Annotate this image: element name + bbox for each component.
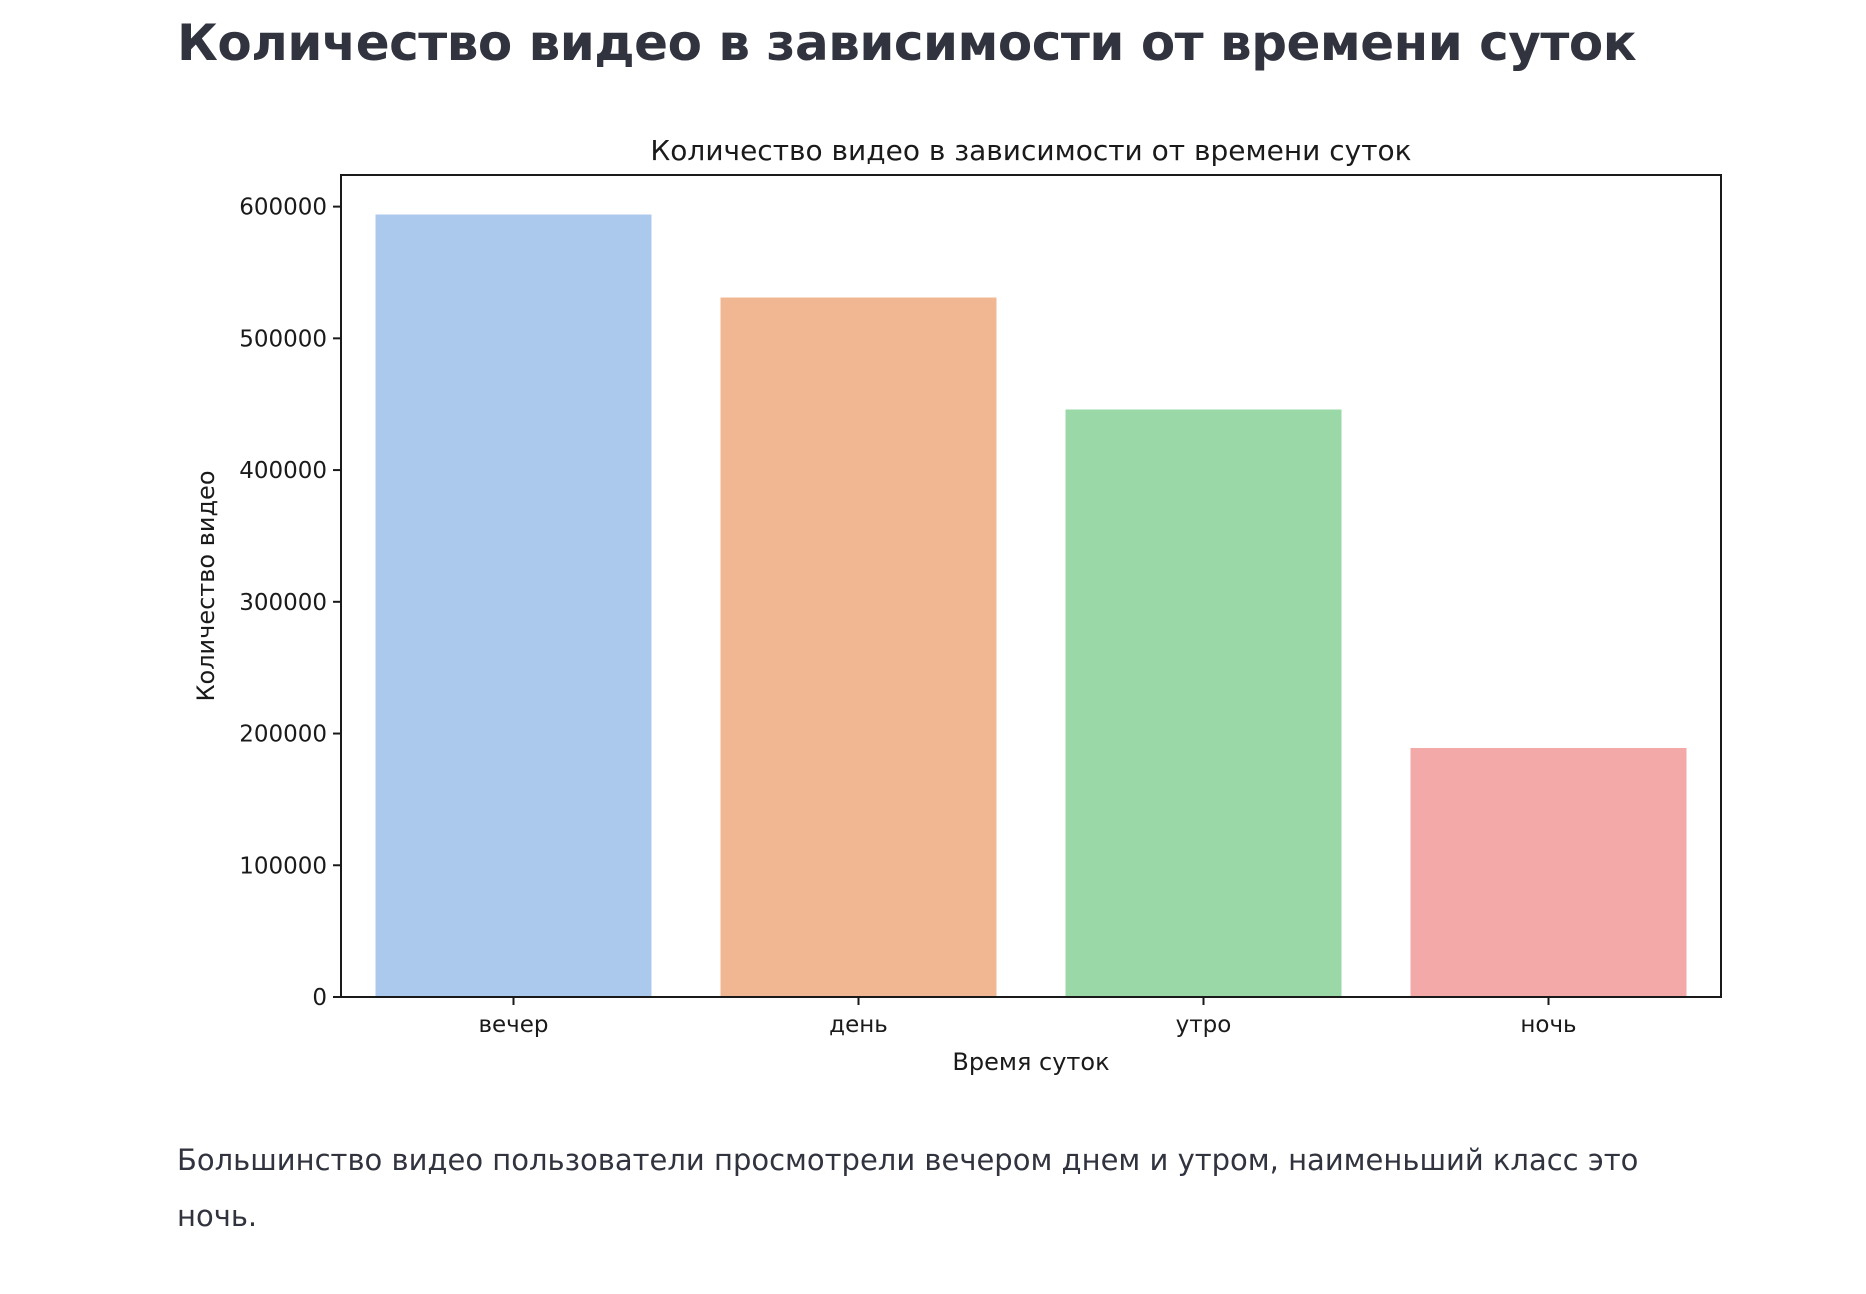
y-tick-label-1: 100000 [239, 853, 327, 879]
x-tick-label-2: утро [1176, 1012, 1232, 1038]
x-tick-label-1: день [829, 1012, 888, 1038]
bar-0 [375, 214, 652, 997]
y-tick-label-2: 200000 [239, 722, 327, 748]
x-tick-label-3: ночь [1520, 1012, 1576, 1038]
y-tick-label-0: 0 [312, 985, 327, 1011]
y-tick-label-4: 400000 [239, 458, 327, 484]
page-title: Количество видео в зависимости от времен… [177, 14, 1637, 72]
bars-group [375, 214, 1687, 997]
bar-2 [1065, 409, 1342, 997]
y-tick-label-3: 300000 [239, 590, 327, 616]
bar-3 [1410, 748, 1687, 997]
bar-1 [720, 297, 997, 997]
plot-frame [340, 174, 1722, 998]
x-axis-label: Время суток [952, 1048, 1109, 1076]
x-tick-label-0: вечер [478, 1012, 548, 1038]
y-tick-label-6: 600000 [239, 195, 327, 221]
chart-title: Количество видео в зависимости от времен… [650, 134, 1411, 167]
y-axis-ticks: 0 100000 200000 300000 400000 500000 600000 [239, 195, 341, 1011]
y-axis-label: Количество видео [192, 470, 220, 701]
y-tick-label-5: 500000 [239, 326, 327, 352]
x-axis-ticks: вечер день утро ночь [478, 997, 1577, 1038]
chart-caption: Большинство видео пользователи просмотре… [177, 1143, 1639, 1233]
